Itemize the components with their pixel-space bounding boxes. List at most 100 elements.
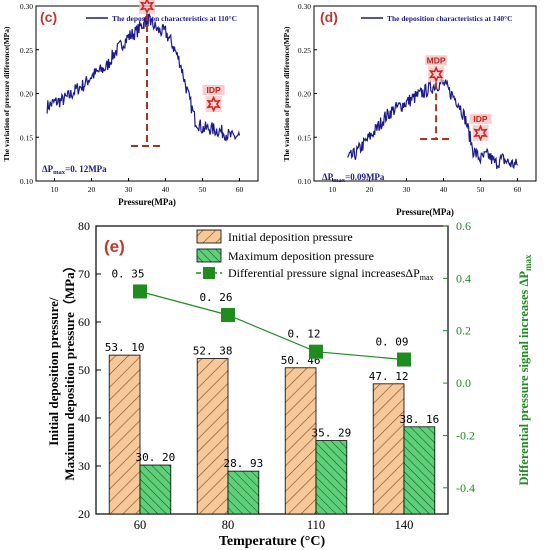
x-axis-label: Pressure(MPa) bbox=[396, 207, 454, 217]
x-tick-label: 20 bbox=[366, 185, 374, 194]
series-line bbox=[347, 77, 519, 170]
delta-p-annotation: ΔPmax=0.09MPa bbox=[322, 172, 385, 184]
delta-point bbox=[397, 352, 411, 367]
idp-marker-bg bbox=[205, 96, 222, 112]
y-tick-label: 50 bbox=[78, 363, 90, 377]
legend-label-delta: Differential pressure signal increasesΔP… bbox=[228, 266, 434, 282]
bar-initial bbox=[196, 358, 229, 515]
idp-marker-bg bbox=[472, 124, 489, 141]
bar-initial-label: 52. 38 bbox=[193, 345, 233, 358]
y2-tick-label: 0.0 bbox=[456, 376, 471, 390]
mdp-marker-bg bbox=[428, 66, 445, 83]
legend-label-maximum: Maximum deposition pressure bbox=[228, 249, 374, 263]
bar-maximum bbox=[315, 440, 348, 515]
delta-point bbox=[221, 308, 235, 323]
y-ticks-left: 20 30 40 50 60 70 80 bbox=[78, 219, 101, 521]
x-axis-label: Temperature (°C) bbox=[219, 534, 326, 549]
y-tick-label: 0.30 bbox=[20, 2, 33, 11]
bar-maximum-label: 30. 20 bbox=[136, 451, 176, 464]
bar-maximum-label: 38. 16 bbox=[400, 413, 440, 426]
panel-label: (d) bbox=[320, 9, 338, 25]
y-axis-label-right: Differential pressure signal increases Δ… bbox=[517, 254, 533, 486]
panel-d: (d) The deposition characteristics at 14… bbox=[282, 2, 537, 217]
delta-series: 0. 35 0. 26 0. 12 0. 09 bbox=[111, 267, 411, 367]
y-tick-label: 0.15 bbox=[298, 133, 311, 142]
x-tick-label: 50 bbox=[199, 185, 207, 194]
bar-initial bbox=[108, 354, 141, 515]
bar-initial bbox=[284, 367, 317, 515]
legend-label-initial: Initial deposition pressure bbox=[228, 230, 353, 244]
series-line bbox=[46, 12, 241, 142]
y-tick-label: 0.30 bbox=[298, 2, 311, 11]
y-tick-label: 0.25 bbox=[298, 46, 311, 55]
delta-line-path bbox=[139, 290, 405, 361]
mdp-marker bbox=[139, 0, 155, 15]
y-axis-label: The variation of pressure difference(MPa… bbox=[2, 26, 11, 161]
bar-initial-label: 53. 10 bbox=[105, 341, 145, 354]
x-axis-label: Pressure(MPa) bbox=[118, 197, 176, 207]
x-tick-label: 80 bbox=[222, 518, 235, 532]
bar-maximum-label: 35. 29 bbox=[312, 427, 352, 440]
y-tick-label: 70 bbox=[78, 267, 90, 281]
y-tick-label: 0.10 bbox=[20, 177, 33, 186]
legend-text: The deposition characteristics at 110°C bbox=[112, 14, 237, 23]
x-tick-label: 60 bbox=[236, 185, 244, 194]
y-ticks-right: -0.4 -0.2 0.0 0.2 0.4 0.6 bbox=[443, 219, 475, 495]
y2-tick-label: -0.4 bbox=[456, 481, 475, 495]
delta-point-label: 0. 09 bbox=[375, 336, 408, 349]
y2-tick-label: 0.6 bbox=[456, 219, 471, 233]
delta-point bbox=[133, 284, 147, 299]
delta-p-annotation: ΔPmax=0. 12MPa bbox=[42, 164, 107, 176]
y-tick-label: 40 bbox=[78, 411, 90, 425]
y-ticks: 0.10 0.15 0.20 0.25 0.30 bbox=[20, 2, 39, 186]
x-tick-label: 50 bbox=[477, 185, 485, 194]
bar-maximum bbox=[139, 464, 172, 515]
idp-label-bg bbox=[469, 113, 492, 124]
x-tick-label: 10 bbox=[329, 185, 337, 194]
y-tick-label: 0.25 bbox=[20, 46, 33, 55]
delta-point-label: 0. 35 bbox=[111, 267, 144, 280]
delta-point-label: 0. 12 bbox=[287, 328, 320, 341]
x-tick-label: 20 bbox=[88, 185, 96, 194]
y-tick-label: 0.20 bbox=[20, 90, 33, 99]
idp-label-bg bbox=[202, 85, 225, 95]
legend-swatch-initial bbox=[196, 229, 222, 244]
idp-label: IDP bbox=[207, 85, 222, 95]
y-tick-label: 0.20 bbox=[298, 90, 311, 99]
bar-maximum-label: 28. 93 bbox=[224, 457, 264, 470]
bar-initial bbox=[372, 383, 405, 515]
x-tick-label: 40 bbox=[440, 185, 448, 194]
y-tick-label: 20 bbox=[78, 507, 90, 521]
peak-guides bbox=[420, 82, 453, 140]
panel-label: (c) bbox=[40, 9, 57, 25]
x-tick-label: 110 bbox=[307, 518, 325, 532]
delta-point-label: 0. 26 bbox=[199, 291, 232, 304]
panel-e: (e) Initial deposition pressure Maximum … bbox=[46, 219, 533, 549]
y-tick-label: 0.10 bbox=[298, 177, 311, 186]
y-tick-label: 60 bbox=[78, 315, 90, 329]
x-ticks: 10 20 30 40 50 60 bbox=[51, 178, 244, 194]
idp-marker bbox=[473, 124, 488, 142]
mdp-marker bbox=[428, 65, 444, 83]
mdp-label-bg bbox=[425, 55, 448, 66]
y-axis-label: The variation of pressure difference(MPa… bbox=[282, 26, 291, 161]
y-tick-label: 0.15 bbox=[20, 133, 33, 142]
bar-maximum bbox=[227, 470, 260, 515]
y-tick-label: 30 bbox=[78, 459, 90, 473]
y-ticks: 0.10 0.15 0.20 0.25 0.30 bbox=[298, 2, 317, 186]
y2-tick-label: -0.2 bbox=[456, 428, 475, 442]
x-tick-label: 30 bbox=[403, 185, 411, 194]
x-ticks: 10 20 30 40 50 60 bbox=[329, 178, 522, 194]
idp-label: IDP bbox=[473, 114, 488, 124]
x-tick-label: 60 bbox=[134, 518, 147, 532]
y2-tick-label: 0.2 bbox=[456, 324, 471, 338]
x-tick-label: 40 bbox=[162, 185, 170, 194]
x-tick-label: 140 bbox=[395, 518, 414, 532]
panel-label: (e) bbox=[104, 237, 125, 256]
panel-c: (c) The deposition characteristics at 11… bbox=[2, 0, 259, 207]
peak-guides bbox=[131, 14, 163, 147]
bars bbox=[108, 354, 436, 515]
